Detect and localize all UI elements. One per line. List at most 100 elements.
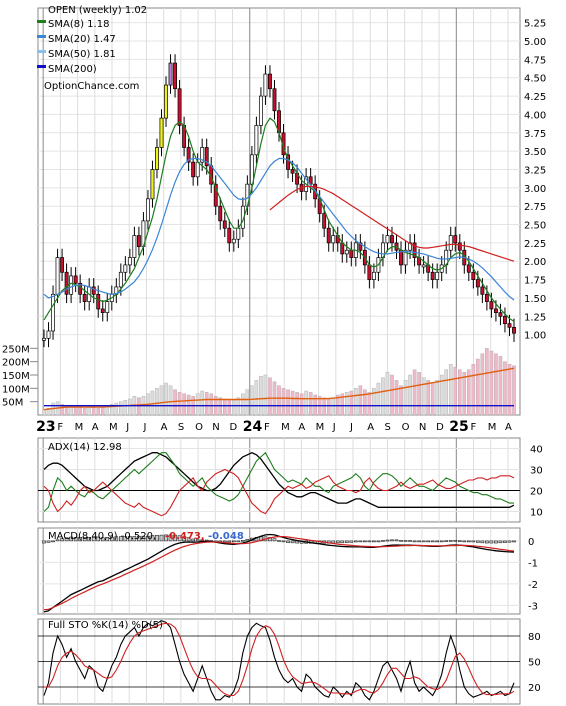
sma20-swatch	[37, 35, 46, 38]
x-tick-label: A	[92, 422, 99, 433]
macd-hist-bar	[426, 540, 430, 543]
volume-bar	[408, 374, 412, 416]
candle-body	[155, 147, 159, 170]
vol-tick-label: 150M	[2, 371, 30, 382]
macd-hist-bar	[245, 539, 250, 542]
volume-bar	[87, 406, 91, 416]
macd-hist-bar	[403, 540, 408, 542]
candle-body	[204, 147, 209, 167]
minus-di-line	[43, 468, 515, 517]
candle-body	[412, 242, 417, 258]
macd-hist-bar	[448, 540, 453, 542]
macd-hist-bar	[173, 534, 177, 542]
candle-body	[457, 242, 462, 251]
candle-body	[132, 235, 137, 258]
volume-bar	[286, 389, 290, 416]
x-tick-label: S	[178, 422, 184, 433]
volume-bar	[457, 369, 462, 416]
volume-bar	[182, 393, 186, 416]
macd-hist-bar	[466, 540, 471, 543]
volume-bar	[60, 404, 64, 416]
macd-hist-bar	[109, 536, 114, 542]
volume-bar	[259, 376, 263, 416]
macd-hist-bar	[462, 540, 467, 543]
price-tick-label: 5.00	[524, 37, 546, 48]
price-tick-label: 1.25	[524, 312, 546, 323]
volume-bar	[340, 393, 345, 416]
sto-tick-label: 20	[528, 683, 541, 694]
candle-body	[385, 235, 390, 244]
sma50-swatch	[37, 50, 46, 53]
candle-body	[344, 249, 349, 255]
candle-body	[186, 147, 191, 163]
macd-hist-bar	[137, 535, 141, 542]
volume-bar	[426, 380, 430, 416]
macd-hist-bar	[417, 540, 421, 543]
x-tick-label: 25	[449, 419, 468, 435]
volume-bar	[435, 380, 439, 416]
volume-bar	[119, 401, 123, 416]
volume-bar	[42, 409, 46, 416]
price-panel: 5.25 5.00 4.75 4.50 4.25 4.00 3.75 3.50 3.25 3.00…	[2, 7, 546, 435]
x-tick-label: A	[505, 422, 512, 433]
volume-bar	[195, 393, 200, 416]
macd-signal-line	[43, 536, 515, 611]
volume-bar	[281, 388, 286, 416]
volume-bar	[245, 389, 250, 416]
x-tick-label: J	[332, 422, 336, 433]
x-tick-label: M	[316, 422, 325, 433]
macd-hist-bar	[69, 536, 73, 542]
macd-hist-bar	[132, 536, 137, 542]
x-tick-label: F	[471, 422, 477, 433]
macd-hist-bar	[340, 540, 345, 544]
volume-bar	[512, 365, 516, 416]
sto-label: Full STO %K(14) %D(5)	[48, 620, 163, 631]
sma8-line	[43, 117, 515, 322]
macd-panel: 0 -1 -2 -3	[37, 527, 538, 615]
macd-hist-bar	[42, 540, 46, 544]
price-tick-label: 1.50	[524, 294, 546, 305]
candle-body	[493, 308, 498, 313]
macd-hist-bar	[408, 540, 412, 542]
macd-tick-label: 0	[528, 537, 534, 548]
price-tick-label: 3.50	[524, 147, 546, 158]
candle-body	[430, 271, 435, 280]
candle-body	[105, 301, 110, 313]
volume-bar	[363, 389, 367, 416]
vol-tick-label: 200M	[2, 358, 30, 369]
macd-hist-bar	[141, 535, 146, 542]
macd-hist-bar	[177, 535, 182, 542]
macd-signal-value: -0.473,	[165, 531, 205, 542]
macd-hist-bar	[231, 540, 236, 543]
macd-hist-bar	[335, 540, 340, 544]
candle-body	[60, 257, 65, 273]
macd-hist-bar	[512, 540, 516, 543]
candle-body	[268, 73, 272, 90]
macd-hist-bar	[476, 540, 480, 543]
price-tick-label: 1.00	[524, 331, 546, 342]
candle-body	[227, 227, 232, 244]
macd-hist-bar	[435, 540, 440, 543]
macd-hist-bar	[182, 536, 186, 542]
candle-body	[503, 315, 507, 324]
macd-hist-bar	[390, 539, 394, 542]
volume-bar	[385, 372, 390, 416]
volume-bar	[498, 356, 503, 416]
candle-body	[150, 169, 155, 200]
candle-body	[272, 88, 277, 112]
volume-bar	[96, 408, 101, 416]
macd-label: MACD(8,40,9) -0.520,	[48, 531, 156, 542]
volume-bar	[354, 388, 358, 416]
macd-hist-bar	[471, 540, 476, 543]
candle-body	[358, 242, 363, 251]
candle-body	[507, 323, 512, 328]
volume-bar	[304, 390, 308, 416]
sma20-line	[43, 157, 515, 301]
price-panel-frame	[37, 7, 521, 416]
candle-body	[73, 275, 78, 284]
macd-hist-bar	[227, 540, 232, 543]
volume-bar	[123, 400, 128, 416]
candle-body	[123, 264, 128, 273]
macd-hist-bar	[128, 536, 132, 542]
x-tick-label: 23	[36, 419, 55, 435]
